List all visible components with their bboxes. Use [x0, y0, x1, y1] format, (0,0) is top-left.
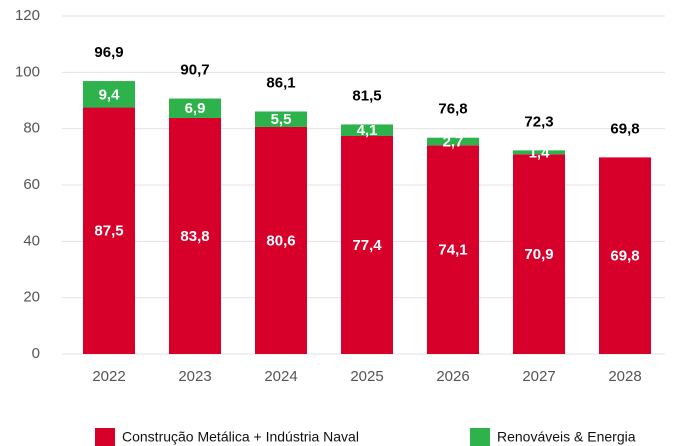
- data-label: 83,8: [180, 228, 209, 245]
- data-label: 80,6: [266, 232, 295, 249]
- data-label: 9,4: [99, 86, 121, 103]
- bar-segment: [513, 150, 565, 155]
- total-label: 81,5: [352, 87, 381, 104]
- total-label: 90,7: [180, 61, 209, 78]
- x-tick-label: 2027: [522, 368, 555, 385]
- bar-segment: [255, 111, 307, 127]
- bar-segment: [599, 157, 651, 354]
- y-tick-label: 120: [15, 7, 40, 24]
- y-tick-label: 60: [23, 176, 40, 193]
- bar-segment: [255, 126, 307, 354]
- total-label: 72,3: [524, 113, 553, 130]
- bar-segment: [513, 154, 565, 354]
- data-label: 87,5: [94, 223, 123, 240]
- x-tick-label: 2026: [436, 368, 469, 385]
- data-label: 74,1: [438, 242, 467, 259]
- y-tick-label: 100: [15, 63, 40, 80]
- legend-swatch: [95, 428, 115, 446]
- x-tick-label: 2028: [608, 368, 641, 385]
- total-label: 69,8: [610, 120, 639, 137]
- y-tick-label: 80: [23, 120, 40, 137]
- bar-segment: [427, 137, 479, 146]
- x-tick-label: 2023: [178, 368, 211, 385]
- x-tick-label: 2022: [92, 368, 125, 385]
- total-label: 86,1: [266, 74, 295, 91]
- y-tick-label: 40: [23, 232, 40, 249]
- legend-label: Renováveis & Energia: [497, 429, 636, 445]
- data-label: 69,8: [610, 248, 639, 265]
- data-label: 5,5: [271, 111, 292, 128]
- data-label: 70,9: [524, 246, 553, 263]
- bar-segment: [169, 98, 221, 118]
- legend-swatch: [470, 428, 490, 446]
- bar-segment: [427, 145, 479, 354]
- data-label: 6,9: [185, 100, 206, 117]
- bar-segment: [169, 117, 221, 354]
- total-label: 76,8: [438, 101, 467, 118]
- x-tick-label: 2024: [264, 368, 297, 385]
- data-label: 77,4: [352, 237, 382, 254]
- x-tick-label: 2025: [350, 368, 383, 385]
- bar-segment: [341, 135, 393, 354]
- data-label: 4,1: [357, 122, 378, 139]
- y-tick-label: 20: [23, 289, 40, 306]
- bar-segment: [83, 107, 135, 355]
- bar-segment: [341, 124, 393, 136]
- total-label: 96,9: [94, 44, 123, 61]
- bar-segment: [83, 81, 135, 108]
- legend-label: Construção Metálica + Indústria Naval: [122, 429, 359, 445]
- data-label: 2,7: [443, 133, 464, 150]
- y-tick-label: 0: [32, 345, 40, 362]
- data-label: 1,4: [529, 144, 551, 161]
